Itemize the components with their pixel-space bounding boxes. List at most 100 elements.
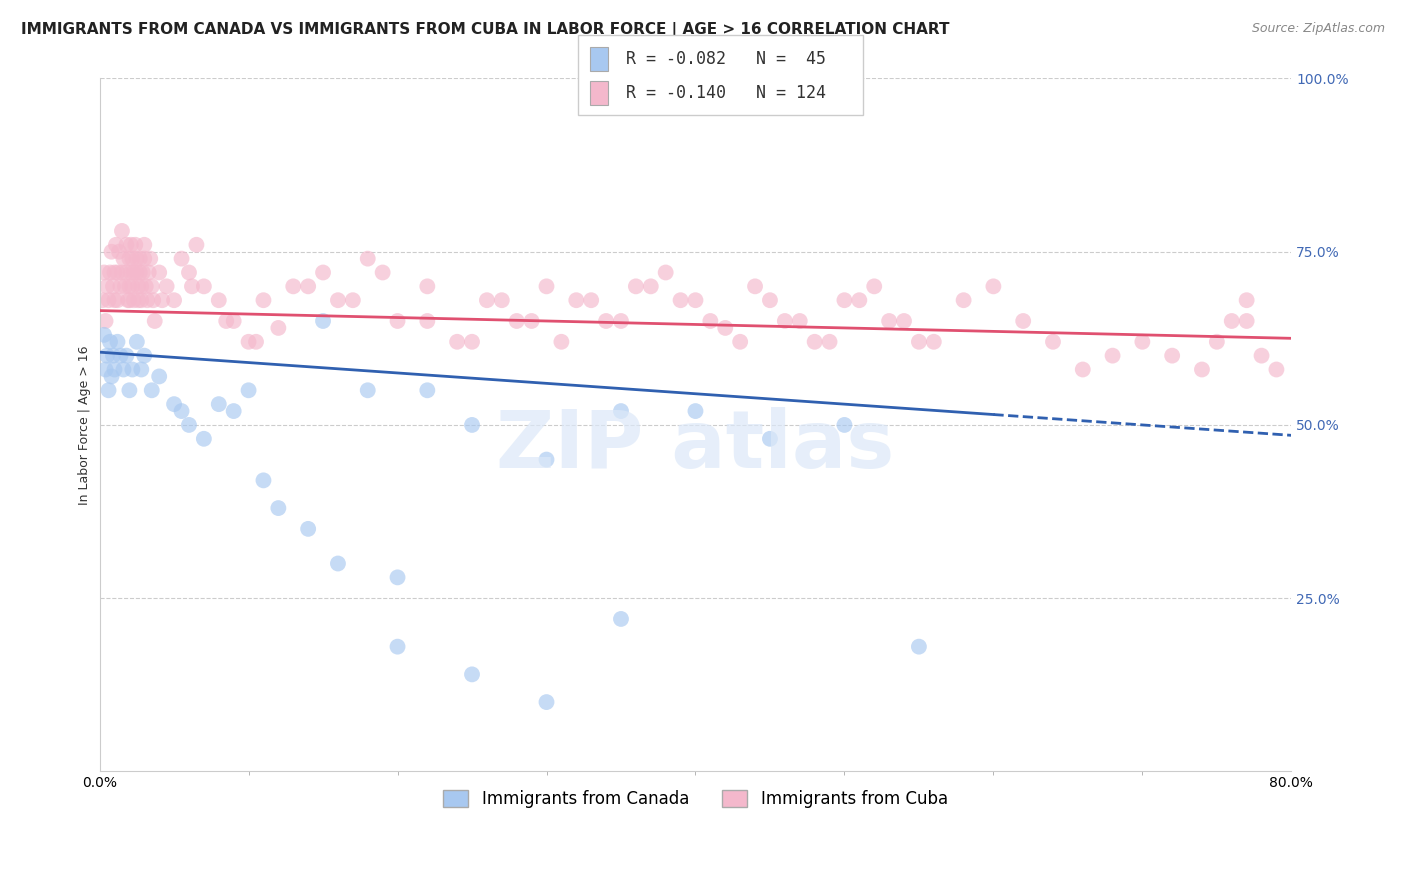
- Point: [193, 432, 215, 446]
- Point: [93, 327, 115, 342]
- Point: [136, 293, 159, 308]
- Point: [908, 640, 931, 654]
- Point: [1071, 362, 1094, 376]
- Point: [107, 265, 129, 279]
- Point: [134, 237, 156, 252]
- Point: [491, 293, 513, 308]
- Point: [595, 314, 617, 328]
- Point: [818, 334, 841, 349]
- Point: [122, 265, 145, 279]
- Point: [101, 349, 124, 363]
- Point: [128, 252, 150, 266]
- Point: [371, 265, 394, 279]
- Point: [208, 397, 231, 411]
- Point: [877, 314, 900, 328]
- Point: [135, 279, 157, 293]
- Point: [908, 334, 931, 349]
- Point: [326, 293, 349, 308]
- Point: [127, 293, 149, 308]
- Point: [1265, 362, 1288, 376]
- Point: [118, 384, 141, 398]
- Point: [238, 384, 260, 398]
- Point: [115, 237, 138, 252]
- Point: [150, 293, 173, 308]
- Point: [245, 334, 267, 349]
- Point: [714, 321, 737, 335]
- Point: [579, 293, 602, 308]
- Point: [312, 265, 335, 279]
- Point: [134, 252, 156, 266]
- Point: [121, 252, 143, 266]
- Point: [110, 349, 132, 363]
- Point: [96, 279, 118, 293]
- Point: [1236, 293, 1258, 308]
- Point: [834, 417, 856, 432]
- Point: [131, 279, 153, 293]
- Point: [124, 237, 146, 252]
- Point: [138, 265, 160, 279]
- Point: [142, 293, 165, 308]
- Point: [101, 279, 124, 293]
- Text: IMMIGRANTS FROM CANADA VS IMMIGRANTS FROM CUBA IN LABOR FORCE | AGE > 16 CORRELA: IMMIGRANTS FROM CANADA VS IMMIGRANTS FRO…: [21, 22, 949, 38]
- Point: [1191, 362, 1213, 376]
- Point: [111, 265, 134, 279]
- Point: [267, 501, 290, 516]
- Point: [1205, 334, 1227, 349]
- Point: [170, 404, 193, 418]
- Point: [744, 279, 766, 293]
- Point: [1101, 349, 1123, 363]
- Point: [685, 293, 707, 308]
- Point: [125, 265, 148, 279]
- Point: [1161, 349, 1184, 363]
- Point: [312, 314, 335, 328]
- Point: [97, 293, 120, 308]
- Point: [297, 522, 319, 536]
- Point: [387, 640, 409, 654]
- Point: [181, 279, 204, 293]
- Text: R = -0.140   N = 124: R = -0.140 N = 124: [626, 84, 825, 103]
- Point: [357, 384, 380, 398]
- Point: [1042, 334, 1064, 349]
- Point: [1012, 314, 1035, 328]
- Point: [416, 314, 439, 328]
- Point: [654, 265, 676, 279]
- Point: [110, 279, 132, 293]
- Point: [177, 417, 200, 432]
- Point: [141, 279, 163, 293]
- Point: [922, 334, 945, 349]
- Legend: Immigrants from Canada, Immigrants from Cuba: Immigrants from Canada, Immigrants from …: [436, 783, 955, 815]
- Point: [461, 417, 484, 432]
- Point: [143, 314, 166, 328]
- Point: [139, 252, 162, 266]
- Point: [93, 265, 115, 279]
- Point: [624, 279, 647, 293]
- Text: ZIP atlas: ZIP atlas: [496, 407, 894, 484]
- Point: [610, 612, 633, 626]
- Point: [1236, 314, 1258, 328]
- Point: [148, 265, 170, 279]
- Point: [170, 252, 193, 266]
- Point: [550, 334, 572, 349]
- Point: [91, 293, 114, 308]
- Point: [98, 334, 121, 349]
- Point: [326, 557, 349, 571]
- Point: [97, 384, 120, 398]
- Point: [506, 314, 529, 328]
- Point: [565, 293, 588, 308]
- Point: [728, 334, 751, 349]
- Y-axis label: In Labor Force | Age > 16: In Labor Force | Age > 16: [79, 345, 91, 505]
- Point: [193, 279, 215, 293]
- Point: [252, 474, 274, 488]
- Point: [520, 314, 543, 328]
- Point: [461, 667, 484, 681]
- Point: [163, 293, 186, 308]
- Point: [100, 244, 122, 259]
- Point: [114, 279, 136, 293]
- Point: [104, 237, 127, 252]
- Point: [215, 314, 238, 328]
- Point: [107, 334, 129, 349]
- Point: [803, 334, 825, 349]
- Point: [156, 279, 179, 293]
- Point: [125, 252, 148, 266]
- Point: [94, 314, 117, 328]
